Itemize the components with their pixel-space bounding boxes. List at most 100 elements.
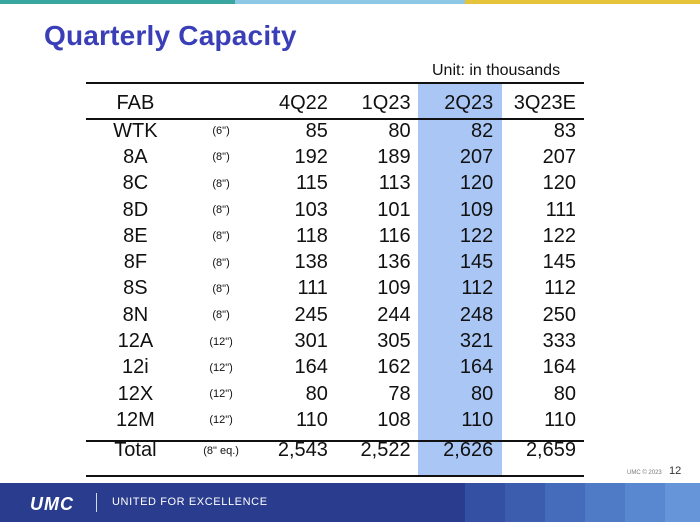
wafer-size: (6")	[212, 125, 230, 138]
capacity-value: 78	[388, 382, 411, 405]
table-top-rule	[86, 82, 584, 84]
capacity-value: 120	[542, 172, 576, 195]
fab-name: 8S	[123, 277, 148, 300]
capacity-table: FAB 4Q22 1Q23 2Q23 3Q23E WTK (6") 85 80 82 83 8A (8"…	[86, 88, 584, 468]
capacity-value: 207	[459, 145, 494, 168]
table-header-row: FAB 4Q22 1Q23 2Q23 3Q23E	[86, 88, 584, 118]
table-row: 8E (8") 118 116 122 122	[86, 223, 584, 249]
column-header: 3Q23E	[513, 91, 576, 114]
capacity-value: 108	[377, 408, 411, 431]
capacity-value: 207	[542, 145, 576, 168]
capacity-value: 116	[378, 224, 411, 247]
capacity-value: 80	[305, 382, 328, 405]
wafer-size: (8")	[212, 230, 230, 243]
capacity-value: 122	[459, 224, 494, 247]
capacity-value: 164	[459, 356, 494, 379]
capacity-value: 80	[470, 382, 494, 405]
top-accent-bar	[0, 0, 700, 4]
wafer-size: (8")	[212, 177, 230, 190]
table-row: 12A (12") 301 305 321 333	[86, 328, 584, 354]
column-header: 2Q23	[444, 91, 494, 114]
column-header: FAB	[116, 91, 155, 114]
capacity-value: 250	[542, 303, 576, 326]
wafer-size: (8")	[212, 256, 230, 269]
wafer-size: (12")	[209, 388, 233, 401]
capacity-value: 321	[459, 330, 494, 353]
fab-name: 8A	[123, 145, 148, 168]
fab-name: 8D	[122, 198, 149, 221]
capacity-value: 109	[377, 277, 411, 300]
capacity-value: 164	[294, 356, 328, 379]
capacity-value: 164	[542, 356, 576, 379]
capacity-value: 112	[544, 277, 576, 300]
capacity-value: 111	[545, 198, 576, 221]
total-top-rule	[86, 440, 584, 442]
wafer-size: (12")	[209, 361, 233, 374]
capacity-value: 80	[388, 119, 411, 142]
column-header	[185, 88, 258, 118]
copyright: UMC © 2023	[627, 470, 662, 476]
capacity-value: 120	[459, 172, 494, 195]
capacity-value: 110	[544, 408, 576, 431]
total-value: 2,522	[360, 439, 411, 462]
capacity-value: 101	[377, 198, 411, 221]
wafer-size: (8")	[212, 282, 230, 295]
wafer-size: (12")	[209, 335, 233, 348]
total-value: 2,626	[443, 439, 494, 462]
capacity-value: 83	[553, 119, 576, 142]
column-header: 1Q23	[361, 91, 411, 114]
table-row: 12M (12") 110 108 110 110	[86, 407, 584, 433]
capacity-value: 136	[377, 251, 411, 274]
wafer-size: (8")	[212, 309, 230, 322]
table-row: 12X (12") 80 78 80 80	[86, 381, 584, 407]
fab-name: 12M	[115, 408, 155, 431]
column-header: 4Q22	[278, 91, 328, 114]
wafer-size: (8")	[212, 151, 230, 164]
table-bottom-rule	[86, 475, 584, 477]
table-row: 8D (8") 103 101 109 111	[86, 197, 584, 223]
capacity-value: 111	[297, 277, 328, 300]
header-bottom-rule	[86, 118, 584, 120]
capacity-value: 145	[459, 251, 494, 274]
capacity-value: 82	[470, 119, 494, 142]
capacity-value: 113	[378, 172, 411, 195]
capacity-value: 118	[296, 224, 328, 247]
capacity-value: 122	[542, 224, 576, 247]
total-row: Total (8" eq.) 2,543 2,522 2,626 2,659	[86, 434, 584, 468]
fab-name: 12A	[117, 330, 154, 353]
capacity-value: 109	[459, 198, 494, 221]
fab-name: 8C	[122, 172, 149, 195]
capacity-value: 110	[461, 408, 494, 431]
total-size-note: (8" eq.)	[203, 444, 239, 457]
fab-name: 8E	[123, 224, 148, 247]
capacity-value: 305	[377, 330, 411, 353]
capacity-value: 333	[542, 330, 576, 353]
table-row: 8A (8") 192 189 207 207	[86, 144, 584, 170]
highlight-column-2q23	[418, 83, 502, 475]
umc-logo: UMC	[30, 494, 74, 514]
fab-name: 12i	[122, 356, 149, 379]
capacity-value: 110	[296, 408, 328, 431]
capacity-value: 80	[553, 382, 576, 405]
fab-name: 8F	[123, 251, 148, 274]
capacity-value: 248	[459, 303, 494, 326]
page-number: 12	[669, 465, 682, 477]
footer-divider	[96, 493, 97, 512]
wafer-size: (8")	[212, 204, 230, 217]
unit-note: Unit: in thousands	[432, 62, 561, 79]
total-value: 2,543	[277, 439, 328, 462]
footer-bar: UMC UNITED FOR EXCELLENCE	[0, 483, 700, 522]
capacity-value: 103	[294, 198, 328, 221]
capacity-value: 244	[377, 303, 411, 326]
capacity-value: 115	[296, 172, 328, 195]
capacity-value: 162	[377, 356, 411, 379]
table-row: 12i (12") 164 162 164 164	[86, 355, 584, 381]
capacity-value: 245	[294, 303, 328, 326]
capacity-value: 138	[294, 251, 328, 274]
wafer-size: (12")	[209, 414, 233, 427]
table-row: 8C (8") 115 113 120 120	[86, 171, 584, 197]
fab-name: WTK	[113, 119, 158, 142]
slide-title: Quarterly Capacity	[44, 20, 297, 51]
table-row: 8S (8") 111 109 112 112	[86, 276, 584, 302]
table-row: 8N (8") 245 244 248 250	[86, 302, 584, 328]
